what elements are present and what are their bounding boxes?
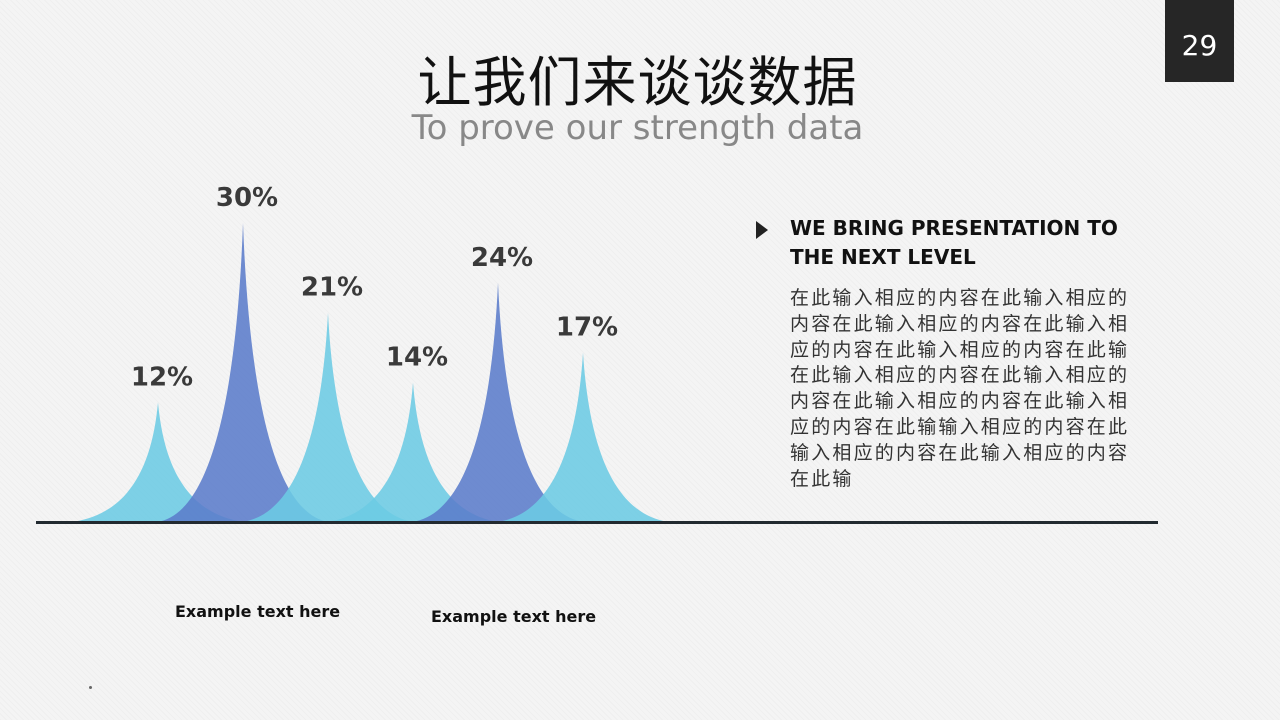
caption-2: Example text here — [431, 607, 597, 626]
data-label-3: 21% — [301, 273, 363, 303]
page-subtitle: To prove our strength data — [411, 108, 864, 148]
peak-6 — [497, 352, 669, 522]
peak-3 — [242, 312, 414, 522]
data-label-6: 17% — [556, 313, 618, 343]
page-title: 让我们来谈谈数据 — [417, 51, 858, 114]
bullet-arrow-icon — [756, 221, 768, 239]
caption-1: Example text here — [175, 602, 341, 621]
peak-2 — [157, 223, 329, 522]
chart-baseline — [36, 521, 1158, 524]
side-heading: WE BRING PRESENTATION TO THE NEXT LEVEL — [790, 216, 1118, 269]
page-number: 29 — [1165, 0, 1234, 82]
data-label-5: 24% — [471, 243, 533, 273]
peak-5 — [412, 282, 584, 522]
decorative-dot — [89, 686, 92, 689]
peak-1 — [72, 402, 244, 522]
peak-4 — [327, 382, 499, 522]
data-label-4: 14% — [386, 342, 448, 372]
side-body-text: 在此输入相应的内容在此输入相应的内容在此输入相应的内容在此输入相应的内容在此输入… — [790, 287, 1130, 490]
data-label-1: 12% — [131, 362, 193, 392]
data-label-2: 30% — [216, 183, 278, 213]
